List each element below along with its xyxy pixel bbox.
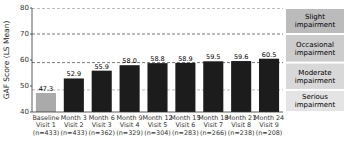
y-tick-label: 40 bbox=[20, 108, 29, 116]
y-tick bbox=[30, 60, 32, 61]
zone-legend: Slightimpairment Occasionalimpairment Mode… bbox=[286, 9, 344, 111]
data-label: 55.9 bbox=[94, 63, 108, 71]
data-label: 60.5 bbox=[262, 51, 276, 59]
zone-box bbox=[286, 91, 344, 111]
data-label: 52.9 bbox=[67, 70, 81, 78]
bar bbox=[175, 63, 195, 112]
zone-box bbox=[286, 35, 344, 62]
zone-label: Occasionalimpairment bbox=[295, 41, 336, 57]
y-tick-label: 60 bbox=[20, 56, 29, 64]
y-tick bbox=[30, 8, 32, 9]
bar bbox=[64, 78, 84, 112]
reference-line bbox=[32, 8, 283, 9]
x-tick-label: Month 21Visit 8(n=238) bbox=[226, 114, 256, 137]
data-labels: 47.3 52.9 55.9 58.0 58.8 58.9 59.5 59.6 60.5 bbox=[39, 51, 277, 93]
data-label: 58.8 bbox=[150, 55, 164, 63]
y-ticks: 40 50 60 70 80 bbox=[20, 4, 32, 116]
reference-line bbox=[32, 34, 283, 35]
x-tick-label: Month 18Visit 7(n=266) bbox=[198, 114, 228, 137]
zone-box bbox=[286, 64, 344, 89]
bar bbox=[203, 61, 223, 112]
x-tick-label: BaselineVisit 1(n=433) bbox=[32, 114, 59, 137]
data-label: 59.6 bbox=[234, 53, 248, 61]
x-tick-label: Month 6Visit 3(n=362) bbox=[88, 114, 115, 137]
x-tick-label: Month 15Visit 6(n=283) bbox=[170, 114, 200, 137]
y-axis-label: GAF Score (LS Mean) bbox=[2, 21, 11, 100]
x-tick-label: Month 12Visit 5(n=304) bbox=[142, 114, 172, 137]
chart: 47.3 52.9 55.9 58.0 58.8 58.9 59.5 59.6 60.5 40 50… bbox=[0, 0, 347, 145]
zone-label: Moderateimpairment bbox=[295, 69, 336, 85]
data-label: 58.9 bbox=[178, 55, 192, 63]
bar bbox=[92, 71, 112, 112]
bars bbox=[36, 59, 279, 112]
zone-label: Slightimpairment bbox=[295, 13, 336, 29]
y-tick bbox=[30, 86, 32, 87]
y-tick bbox=[30, 112, 32, 113]
zone-label: Seriousimpairment bbox=[295, 93, 336, 109]
y-tick bbox=[30, 34, 32, 35]
x-tick-label: Month 3Visit 2(n=433) bbox=[61, 114, 88, 137]
y-tick-label: 70 bbox=[20, 30, 29, 38]
zone-box bbox=[286, 9, 344, 33]
bar bbox=[259, 59, 279, 112]
data-label: 59.5 bbox=[206, 53, 220, 61]
x-ticks: BaselineVisit 1(n=433)Month 3Visit 2(n=4… bbox=[32, 114, 284, 137]
x-tick-label: Month 24Visit 9(n=208) bbox=[254, 114, 284, 137]
data-label: 58.0 bbox=[122, 57, 136, 65]
x-tick-label: Month 9Visit 4(n=329) bbox=[116, 114, 143, 137]
data-label: 47.3 bbox=[39, 85, 53, 93]
bar bbox=[120, 65, 140, 112]
bar bbox=[36, 93, 56, 112]
bar bbox=[231, 61, 251, 112]
bar bbox=[147, 63, 167, 112]
y-tick-label: 50 bbox=[20, 82, 29, 90]
y-tick-label: 80 bbox=[20, 4, 29, 12]
x-axis-line bbox=[32, 112, 283, 113]
